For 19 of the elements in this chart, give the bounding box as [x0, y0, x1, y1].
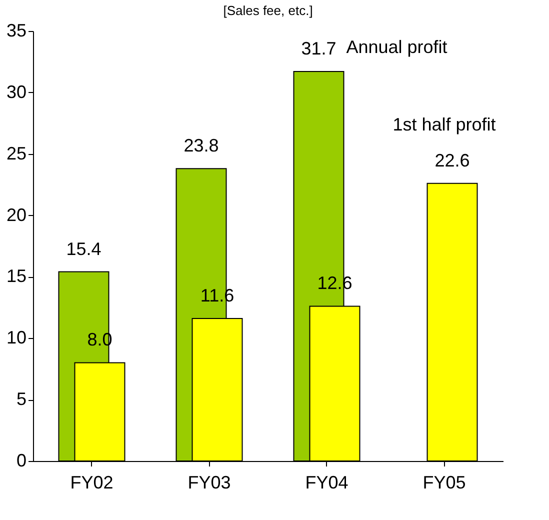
x-tick-label: FY05	[422, 472, 466, 492]
x-tick-label: FY03	[188, 472, 231, 492]
x-tick-label: FY04	[305, 472, 348, 492]
y-tick-label: 0	[16, 450, 26, 470]
data-label: 15.4	[66, 238, 102, 259]
series-label: Annual profit	[346, 37, 448, 58]
x-tick-label: FY02	[70, 472, 114, 492]
y-tick-label: 35	[6, 20, 26, 40]
data-label: 22.6	[434, 150, 470, 170]
y-tick-label: 10	[6, 328, 26, 348]
data-label: 31.7	[301, 38, 336, 59]
y-tick-label: 25	[6, 143, 26, 164]
chart-title: [Sales fee, etc.]	[223, 3, 313, 18]
y-tick-label: 15	[6, 266, 26, 286]
data-label: 23.8	[184, 136, 219, 156]
y-tick-label: 5	[16, 389, 26, 410]
y-tick-label: 30	[6, 82, 26, 102]
text: 1st half profit	[392, 114, 496, 135]
y-tick-label: 20	[6, 204, 26, 225]
